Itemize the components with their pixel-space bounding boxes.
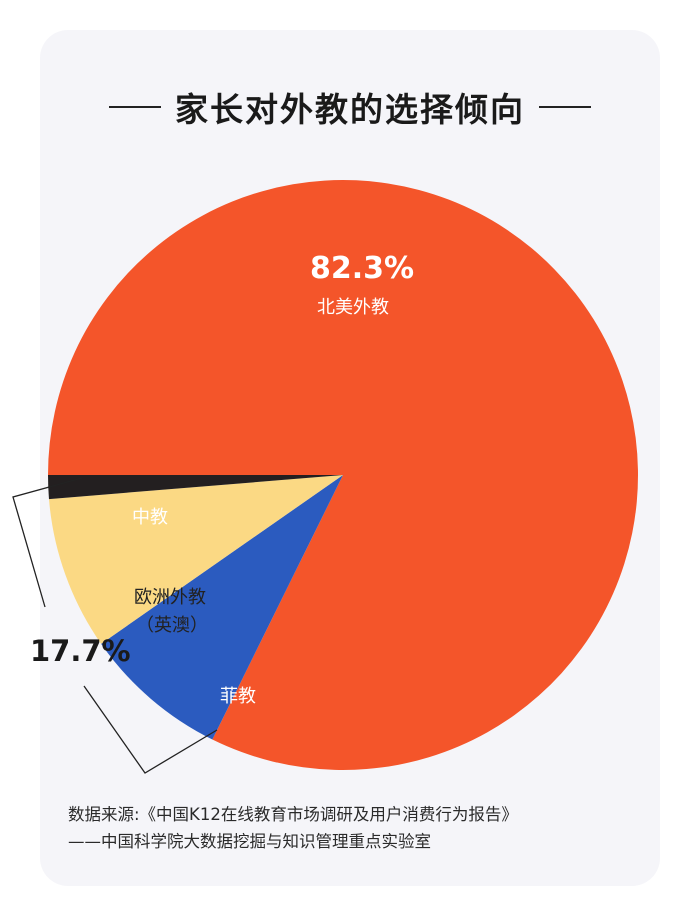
slice-0-label: 北美外教 [317, 297, 389, 318]
pie-slice-2 [48, 475, 343, 644]
pie-slices [47, 179, 638, 770]
pie-slice-1 [101, 475, 343, 740]
chart-title: 家长对外教的选择倾向 [175, 90, 525, 129]
slice-0-percent-label: 82.3% [310, 251, 414, 286]
slice-2-label: 欧洲外教 [134, 587, 206, 608]
slice-1-label: 中教 [132, 507, 168, 528]
title-right-rule [539, 106, 591, 108]
title-row: 家长对外教的选择倾向 [40, 80, 660, 134]
source-note: 数据来源:《中国K12在线教育市场调研及用户消费行为报告》 ——中国科学院大数据… [68, 801, 518, 855]
slice-2-label-line-2: （英澳） [136, 615, 208, 636]
pie-slice-3 [48, 475, 343, 500]
slice-3-label: 菲教 [220, 686, 256, 707]
source-line-2: ——中国科学院大数据挖掘与知识管理重点实验室 [68, 832, 431, 851]
group-percent-label: 17.7% [30, 634, 131, 668]
group-bracket [12, 477, 218, 774]
source-line-1: 数据来源:《中国K12在线教育市场调研及用户消费行为报告》 [68, 805, 518, 824]
title-left-rule [109, 106, 161, 108]
pie-slice-0 [47, 179, 638, 770]
